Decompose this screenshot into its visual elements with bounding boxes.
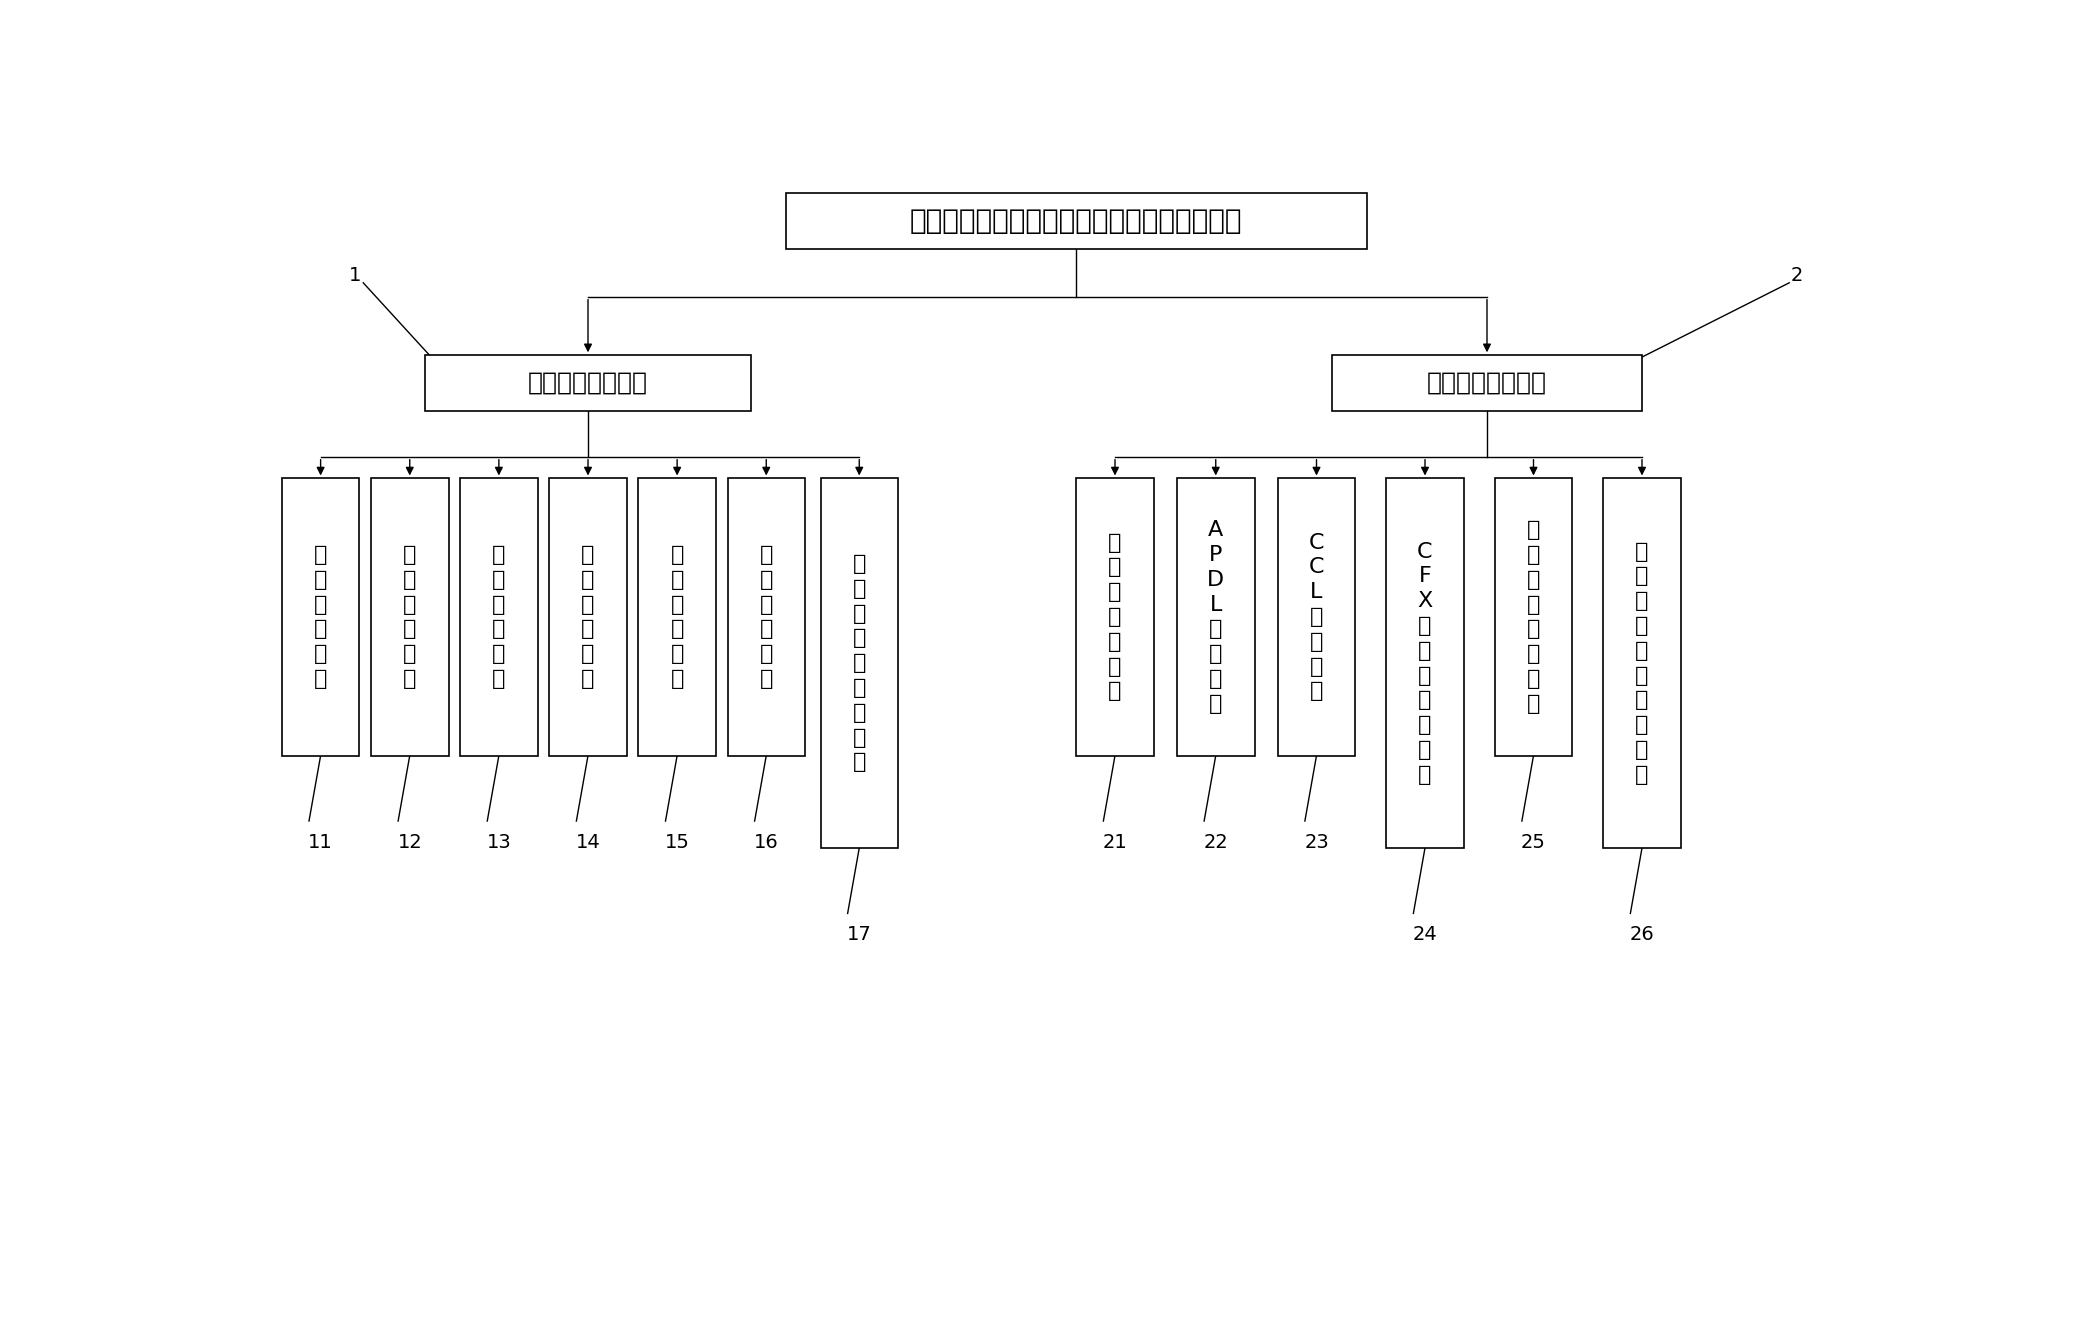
Text: C
C
L
命
令
模
块: C C L 命 令 模 块 (1308, 532, 1325, 701)
Text: 用于油膜轴承润滑油膜的参数化计算分析系统: 用于油膜轴承润滑油膜的参数化计算分析系统 (909, 207, 1243, 235)
Text: C
F
X
有
限
元
计
算
模
块: C F X 有 限 元 计 算 模 块 (1418, 541, 1432, 785)
Bar (638, 479, 716, 755)
Bar (281, 479, 359, 755)
Text: 17: 17 (846, 924, 872, 944)
Bar (1075, 479, 1153, 755)
Text: 11: 11 (309, 833, 334, 851)
Bar (1277, 479, 1354, 755)
Bar (372, 479, 449, 755)
Bar (785, 193, 1367, 249)
Text: 参
数
初
始
化
模
块: 参 数 初 始 化 模 块 (1109, 532, 1121, 701)
Text: 参
数
输
入
模
块: 参 数 输 入 模 块 (491, 545, 506, 689)
Text: 21: 21 (1102, 833, 1128, 851)
Text: 账
户
管
理
模
块: 账 户 管 理 模 块 (403, 545, 416, 689)
Bar (1176, 479, 1254, 755)
Text: A
P
D
L
命
令
模
块: A P D L 命 令 模 块 (1208, 520, 1224, 714)
Text: 16: 16 (754, 833, 779, 851)
Text: 欢
迎
界
面
模
块: 欢 迎 界 面 模 块 (313, 545, 328, 689)
Bar (460, 479, 538, 755)
Text: 12: 12 (397, 833, 422, 851)
Bar (1602, 479, 1680, 849)
Text: 15: 15 (666, 833, 689, 851)
Bar (550, 479, 626, 755)
Text: 23: 23 (1304, 833, 1329, 851)
Text: 1: 1 (349, 266, 361, 285)
Text: 25: 25 (1520, 833, 1546, 851)
Bar (1386, 479, 1464, 849)
Text: 不
同
工
况
程
序
模
块: 不 同 工 况 程 序 模 块 (1527, 520, 1539, 714)
Text: 后台计算程序部分: 后台计算程序部分 (1428, 371, 1548, 395)
Text: 24: 24 (1413, 924, 1436, 944)
Text: 工
况
选
择
模
块: 工 况 选 择 模 块 (670, 545, 685, 689)
Text: 分
析
流
程
模
块: 分 析 流 程 模 块 (760, 545, 773, 689)
Text: 2: 2 (1791, 266, 1804, 285)
Bar (821, 479, 899, 849)
Text: 时
钟
与
状
态
提
示
模
块: 时 钟 与 状 态 提 示 模 块 (853, 555, 865, 773)
Bar (1331, 355, 1642, 411)
Text: 26: 26 (1630, 924, 1655, 944)
Text: 参
数
引
导
模
块: 参 数 引 导 模 块 (582, 545, 594, 689)
Bar (424, 355, 752, 411)
Text: 前台人机界面部分: 前台人机界面部分 (527, 371, 649, 395)
Text: 13: 13 (487, 833, 510, 851)
Bar (1495, 479, 1573, 755)
Text: 22: 22 (1203, 833, 1228, 851)
Text: 分
析
文
件
输
入
输
出
模
块: 分 析 文 件 输 入 输 出 模 块 (1636, 541, 1648, 785)
Bar (727, 479, 804, 755)
Text: 14: 14 (575, 833, 601, 851)
